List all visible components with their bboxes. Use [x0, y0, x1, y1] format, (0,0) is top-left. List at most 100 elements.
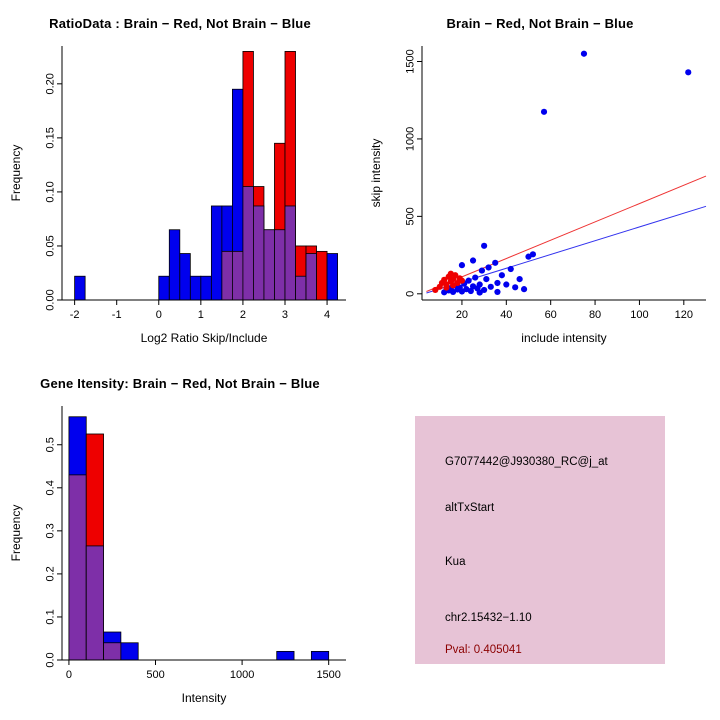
- scatter-point: [432, 286, 439, 294]
- y-tick-label: 0.4: [45, 480, 57, 495]
- scatter-point: [492, 259, 499, 266]
- x-axis-label: Log2 Ratio Skip/Include: [141, 331, 268, 345]
- hist-bar: [120, 642, 139, 661]
- y-tick-label: 0.10: [45, 181, 57, 202]
- y-axis-label: Frequency: [9, 145, 23, 202]
- x-tick-label: 1: [198, 309, 204, 321]
- scatter-point: [503, 281, 510, 288]
- hist-bar: [326, 253, 338, 301]
- hist-bar-overlap: [221, 250, 233, 301]
- x-tick-label: 1500: [316, 669, 340, 681]
- brain-fit-line: [426, 175, 707, 292]
- scatter-point: [449, 282, 457, 289]
- scatter-point: [452, 272, 459, 279]
- x-tick-label: 500: [146, 669, 164, 681]
- chart-title-scatter: Brain − Red, Not Brain − Blue: [446, 16, 634, 31]
- gene-intensity-histogram-chart: 0 500 1000 1500 0.0 0.1 0.2 0.3 0.4 0.5 Intensity F…: [9, 406, 346, 705]
- y-tick-label: 0.05: [45, 235, 57, 256]
- y-tick-label: 1000: [405, 127, 417, 151]
- chart-title-ratio: RatioData : Brain − Red, Not Brain − Blu…: [49, 16, 311, 31]
- gene-name-text: Kua: [445, 556, 466, 568]
- locus-text: chr2.15432−1.10: [445, 612, 532, 624]
- scatter-point: [685, 69, 692, 76]
- hist-bar: [310, 650, 330, 661]
- y-tick-label: 0: [405, 291, 417, 297]
- y-tick-label: 0.2: [45, 566, 57, 581]
- scatter-point: [516, 275, 523, 283]
- y-tick-label: 0.3: [45, 523, 57, 538]
- y-axis-label: skip intensity: [369, 139, 383, 208]
- y-tick-label: 500: [405, 207, 417, 225]
- pval-text: Pval: 0.405041: [445, 644, 522, 656]
- hist-bar: [276, 650, 295, 661]
- hist-bar: [74, 275, 86, 301]
- hist-bar-overlap: [263, 229, 275, 301]
- x-tick-label: -2: [70, 309, 80, 321]
- hist-bar: [210, 205, 223, 301]
- scatter-point: [529, 251, 537, 258]
- scatter-point: [485, 264, 492, 271]
- intensity-scatter-chart: 20 40 60 80 100 120 0 500 1000 1500 include intens…: [369, 46, 707, 345]
- scatter-point: [507, 265, 514, 273]
- x-tick-label: 3: [282, 309, 288, 321]
- hist-bar: [179, 253, 191, 301]
- hist-bar: [200, 275, 212, 301]
- scatter-point: [469, 257, 477, 264]
- panel-gene-intensity-histogram: Gene Itensity: Brain − Red, Not Brain − …: [0, 360, 360, 720]
- x-tick-label: 120: [675, 309, 693, 321]
- hist-bar: [189, 275, 202, 301]
- scatter-point: [465, 277, 472, 284]
- x-axis-label: include intensity: [521, 331, 606, 345]
- hist-bar: [158, 275, 170, 301]
- hist-bar-overlap: [85, 545, 104, 661]
- x-tick-label: 1000: [230, 669, 254, 681]
- hist-bar: [168, 229, 181, 301]
- scatter-point: [441, 276, 448, 283]
- scatter-point: [443, 284, 450, 291]
- hist-bar-overlap: [231, 250, 244, 301]
- scatter-point: [481, 242, 488, 249]
- event-type-text: altTxStart: [445, 502, 495, 514]
- scatter-point: [540, 108, 548, 115]
- x-tick-label: 4: [324, 309, 330, 321]
- scatter-point: [512, 284, 519, 291]
- hist-bar-overlap: [305, 253, 317, 301]
- y-tick-label: 1500: [405, 49, 417, 73]
- x-tick-label: 100: [630, 309, 648, 321]
- hist-bar: [316, 250, 328, 301]
- scatter-point: [580, 50, 588, 57]
- x-tick-label: -1: [112, 309, 122, 321]
- hist-bar-overlap: [274, 229, 286, 301]
- scatter-point: [472, 274, 479, 281]
- y-axis-label: Frequency: [9, 505, 23, 562]
- panel-ratio-histogram: RatioData : Brain − Red, Not Brain − Blu…: [0, 0, 360, 360]
- scatter-point: [494, 288, 501, 296]
- probe-id-text: G7077442@J930380_RC@j_at: [445, 456, 608, 468]
- y-tick-label: 0.5: [45, 437, 57, 452]
- y-tick-label: 0.0: [45, 652, 57, 667]
- x-tick-label: 40: [500, 309, 512, 321]
- y-tick-label: 0.20: [45, 73, 57, 94]
- panel-gene-info: G7077442@J930380_RC@j_at altTxStart Kua …: [360, 360, 720, 720]
- x-tick-label: 60: [545, 309, 557, 321]
- hist-bar-overlap: [284, 205, 296, 301]
- hist-bar-overlap: [103, 642, 122, 661]
- hist-bar-overlap: [253, 205, 265, 301]
- scatter-point: [487, 283, 494, 290]
- x-axis-label: Intensity: [182, 691, 227, 705]
- scatter-point: [476, 289, 483, 296]
- ratio-histogram-chart: -2 -1 0 1 2 3 4 0.00 0.05 0.10 0.15 0.20 Log2 Ratio …: [9, 46, 346, 345]
- hist-bar-overlap: [295, 275, 307, 301]
- y-tick-label: 0.15: [45, 127, 57, 148]
- chart-title-gene-intensity: Gene Itensity: Brain − Red, Not Brain − …: [40, 376, 320, 391]
- scatter-point: [478, 267, 486, 274]
- scatter-point: [498, 272, 505, 279]
- x-tick-label: 20: [456, 309, 468, 321]
- scatter-point: [458, 262, 466, 269]
- x-tick-label: 80: [589, 309, 601, 321]
- scatter-point: [520, 286, 528, 293]
- hist-bar-overlap: [242, 186, 254, 301]
- y-tick-label: 0.00: [45, 289, 57, 310]
- panel-intensity-scatter: Brain − Red, Not Brain − Blue 20 40 60 80 10…: [360, 0, 720, 360]
